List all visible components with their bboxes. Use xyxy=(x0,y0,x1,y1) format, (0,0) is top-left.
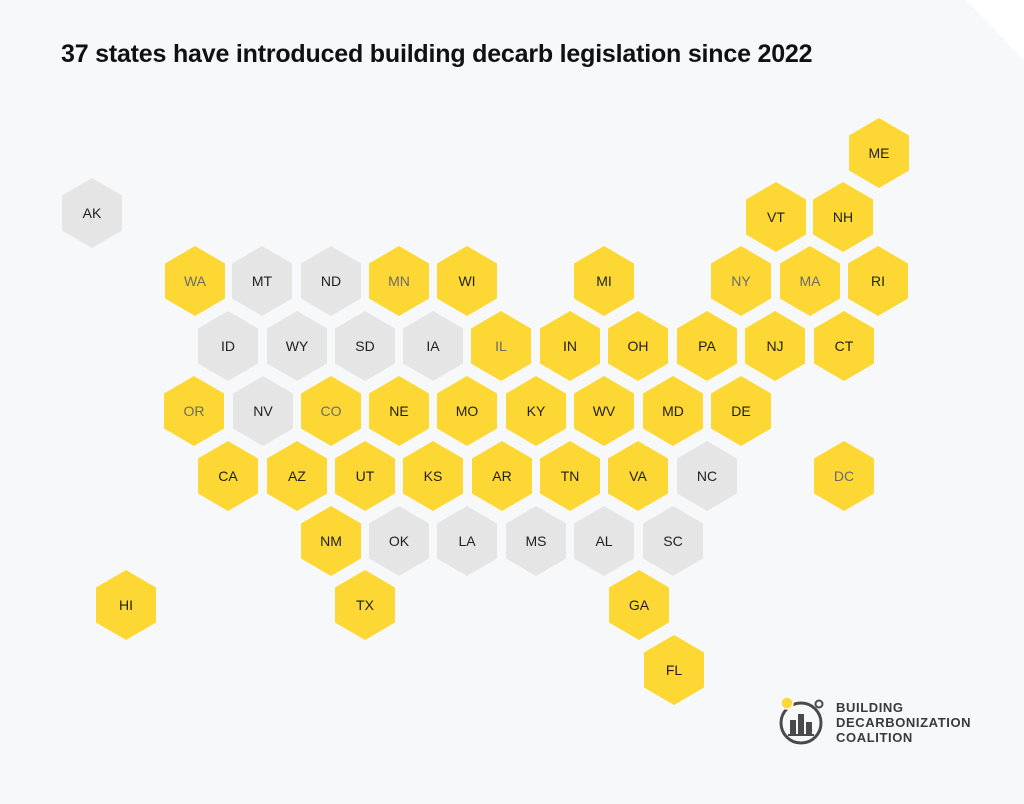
state-tile-fl: FL xyxy=(644,635,704,705)
state-tile-nh: NH xyxy=(813,182,873,252)
state-tile-mt: MT xyxy=(232,246,292,316)
logo-line-3: COALITION xyxy=(836,730,913,745)
state-tile-ia: IA xyxy=(403,311,463,381)
state-tile-nj: NJ xyxy=(745,311,805,381)
state-tile-ri: RI xyxy=(848,246,908,316)
state-tile-in: IN xyxy=(540,311,600,381)
state-tile-ms: MS xyxy=(506,506,566,576)
state-tile-ks: KS xyxy=(403,441,463,511)
state-tile-tx: TX xyxy=(335,570,395,640)
state-tile-la: LA xyxy=(437,506,497,576)
state-tile-mn: MN xyxy=(369,246,429,316)
state-tile-sd: SD xyxy=(335,311,395,381)
state-tile-ok: OK xyxy=(369,506,429,576)
state-tile-ct: CT xyxy=(814,311,874,381)
state-tile-md: MD xyxy=(643,376,703,446)
state-tile-me: ME xyxy=(849,118,909,188)
state-tile-ga: GA xyxy=(609,570,669,640)
state-tile-sc: SC xyxy=(643,506,703,576)
state-tile-vt: VT xyxy=(746,182,806,252)
state-tile-ne: NE xyxy=(369,376,429,446)
state-tile-az: AZ xyxy=(267,441,327,511)
state-tile-hi: HI xyxy=(96,570,156,640)
page-title: 37 states have introduced building decar… xyxy=(61,40,813,68)
state-tile-ar: AR xyxy=(472,441,532,511)
state-tile-wv: WV xyxy=(574,376,634,446)
state-tile-ut: UT xyxy=(335,441,395,511)
state-tile-nm: NM xyxy=(301,506,361,576)
state-tile-al: AL xyxy=(574,506,634,576)
state-tile-id: ID xyxy=(198,311,258,381)
building-decarb-logo-icon xyxy=(779,696,824,745)
state-tile-ca: CA xyxy=(198,441,258,511)
state-tile-oh: OH xyxy=(608,311,668,381)
state-tile-ak: AK xyxy=(62,178,122,248)
state-tile-pa: PA xyxy=(677,311,737,381)
state-tile-wi: WI xyxy=(437,246,497,316)
state-tile-co: CO xyxy=(301,376,361,446)
state-tile-nc: NC xyxy=(677,441,737,511)
state-tile-il: IL xyxy=(471,311,531,381)
state-tile-ky: KY xyxy=(506,376,566,446)
state-tile-wy: WY xyxy=(267,311,327,381)
state-tile-dc: DC xyxy=(814,441,874,511)
state-tile-or: OR xyxy=(164,376,224,446)
logo-line-1: BUILDING xyxy=(836,700,904,715)
state-tile-nd: ND xyxy=(301,246,361,316)
state-tile-va: VA xyxy=(608,441,668,511)
state-tile-ny: NY xyxy=(711,246,771,316)
state-tile-mi: MI xyxy=(574,246,634,316)
state-tile-mo: MO xyxy=(437,376,497,446)
state-tile-ma: MA xyxy=(780,246,840,316)
coalition-logo: BUILDING DECARBONIZATION COALITION xyxy=(778,692,978,748)
logo-wordmark: BUILDING DECARBONIZATION COALITION xyxy=(836,700,971,745)
state-tile-wa: WA xyxy=(165,246,225,316)
logo-line-2: DECARBONIZATION xyxy=(836,715,972,730)
state-tile-nv: NV xyxy=(233,376,293,446)
state-tile-de: DE xyxy=(711,376,771,446)
state-tile-tn: TN xyxy=(540,441,600,511)
